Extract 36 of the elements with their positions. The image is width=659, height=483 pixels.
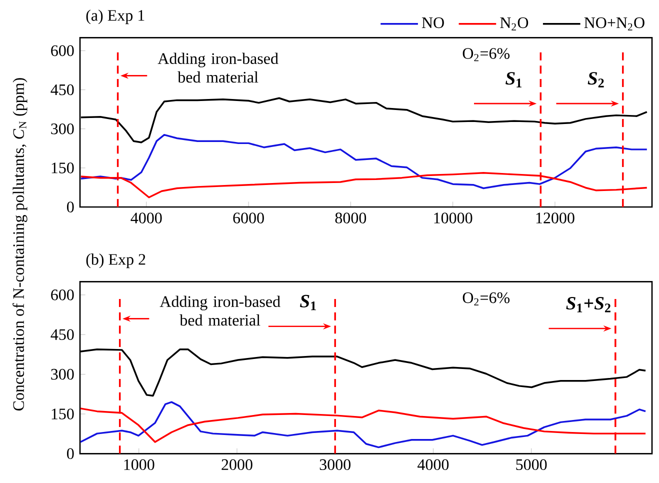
annotation: S$_{1}$ — [300, 294, 316, 310]
y-tick-label: 300 — [51, 368, 74, 380]
x-tick-label: 12000 — [536, 212, 574, 224]
x-tick-label: 4000 — [130, 212, 162, 224]
legend-label: NO+N$_{2}$O — [584, 17, 644, 30]
x-tick-label: 1000 — [124, 459, 154, 470]
chart-title: (a) Exp 1 — [86, 10, 144, 24]
legend-label: N$_{2}$O — [500, 17, 528, 30]
y-tick-label: 450 — [50, 84, 74, 96]
y-tick-label: 150 — [52, 408, 74, 420]
line-series — [80, 401, 646, 448]
y-tick-label: 0 — [67, 448, 74, 460]
x-tick-label: 2000 — [222, 459, 252, 470]
y-tick-label: 150 — [52, 162, 74, 174]
y-tick-label: 0 — [67, 202, 74, 212]
annotation: Adding iron-based bed material — [158, 52, 278, 83]
y-tick-label: 600 — [51, 290, 74, 300]
x-tick-label: 10000 — [434, 212, 472, 224]
x-tick-label: 3000 — [320, 459, 350, 470]
x-tick-label: 6000 — [233, 212, 264, 224]
y-tick-label: 600 — [51, 45, 74, 56]
annotation: S$_{2}$ — [588, 72, 604, 88]
annotation: S$_{1}$+S$_{2}$ — [566, 297, 610, 312]
y-tick-label: 300 — [51, 123, 74, 134]
x-tick-label: 5000 — [516, 459, 547, 470]
x-tick-label: 8000 — [335, 212, 366, 224]
legend-label: NO — [422, 17, 444, 28]
y-axis-title: Concentration of N-containing pollutants, C$_{N}$ (ppm) — [12, 78, 28, 410]
annotation: O$_{2}$=6% — [462, 292, 510, 306]
chart-title: (b) Exp 2 — [86, 254, 146, 268]
y-tick-label: 450 — [50, 329, 74, 340]
annotation: O$_{2}$=6% — [462, 48, 510, 62]
annotation: Adding iron-based bed material — [160, 296, 280, 326]
line-series — [80, 134, 648, 190]
annotation: S$_{1}$ — [506, 72, 522, 88]
x-tick-label: 4000 — [418, 459, 449, 470]
